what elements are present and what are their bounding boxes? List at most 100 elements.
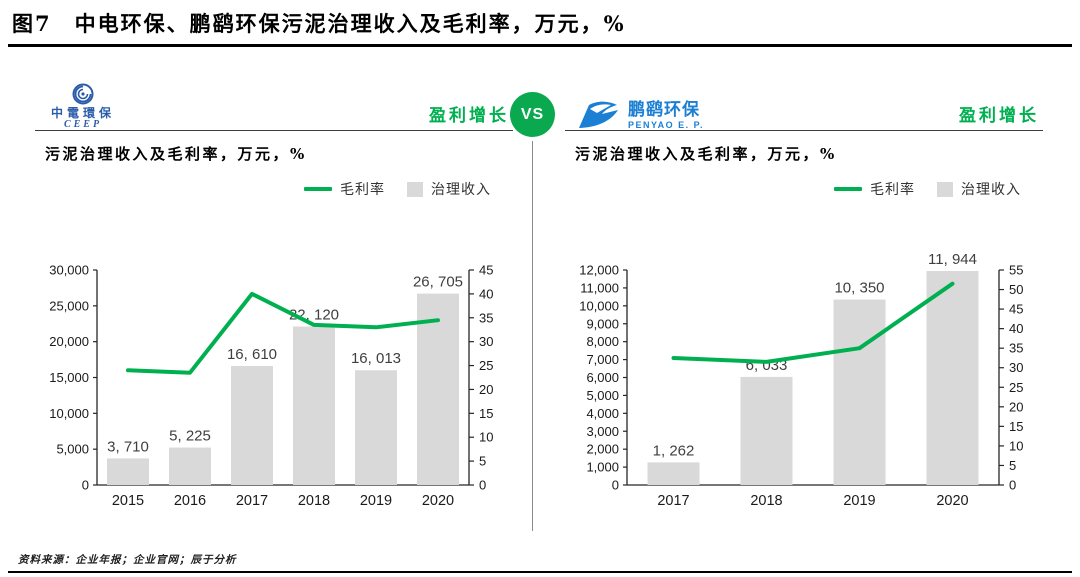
left-axis-tick-label: 5,000 (586, 388, 619, 403)
right-axis-tick-label: 25 (479, 358, 493, 373)
ceep-header-divider (35, 130, 513, 131)
ceep-logo-text: 中電環保 (51, 106, 116, 120)
gross-margin-line (126, 291, 440, 375)
revenue-bar (107, 458, 149, 485)
right-axis-tick-label: 40 (1009, 321, 1023, 336)
right-axis-tick-label: 30 (1009, 360, 1023, 375)
left-axis-tick-label: 10,000 (49, 406, 89, 421)
left-axis-tick-label: 11,000 (580, 280, 619, 295)
ceep-legend-line-label: 毛利率 (340, 182, 385, 198)
right-axis-tick-label: 5 (1009, 458, 1016, 473)
right-axis-tick-label: 45 (479, 263, 493, 278)
penyao-logo-textblock: 鹏鹞环保 PENYAO E. P. (628, 101, 704, 130)
left-axis-tick-label: 12,000 (579, 263, 619, 278)
year-label: 2020 (422, 493, 454, 509)
right-axis-tick-label: 0 (479, 478, 486, 493)
penyao-panel-header: 鹏鹞环保 PENYAO E. P. 盈利增长 (565, 78, 1043, 130)
revenue-bar (293, 326, 335, 485)
penyao-legend: 毛利率 治理收入 (565, 179, 1021, 199)
left-axis-tick-label: 0 (82, 478, 89, 493)
right-axis-tick-label: 10 (1009, 438, 1023, 453)
left-axis-tick-label: 4,000 (586, 406, 619, 421)
year-label: 2017 (657, 493, 689, 509)
year-label: 2017 (236, 493, 268, 509)
ceep-legend: 毛利率 治理收入 (35, 179, 491, 199)
panel-divider (532, 141, 534, 531)
ceep-panel: 中電環保 CEEP 盈利增长 污泥治理收入及毛利率，万元，% 毛利率 治理收入 … (35, 78, 513, 540)
year-label: 2018 (750, 493, 782, 509)
penyao-logo-icon (579, 101, 618, 128)
right-axis-tick-label: 35 (1009, 341, 1023, 356)
year-label: 2020 (936, 493, 968, 509)
ceep-legend-bar-label: 治理收入 (431, 182, 491, 198)
left-axis-tick-label: 2,000 (586, 442, 619, 457)
ceep-logo: 中電環保 CEEP (51, 83, 115, 130)
ceep-chart: 0 5,000 10,000 15,000 20,000 25,000 30,000 0 5 10… (49, 263, 493, 510)
right-axis-tick-label: 30 (479, 334, 493, 349)
revenue-bar (647, 462, 700, 485)
right-axis-tick-label: 55 (1009, 263, 1023, 278)
bottom-divider (8, 571, 1072, 573)
penyao-chart: 0 1,000 2,000 3,000 4,000 5,000 6,000 7,000 8,00… (579, 251, 1023, 509)
right-axis-tick-label: 25 (1009, 380, 1023, 395)
left-axis-tick-label: 15,000 (49, 370, 89, 385)
right-axis-tick-label: 10 (479, 430, 493, 445)
revenue-bar (169, 447, 211, 485)
left-axis-tick-label: 0 (612, 478, 619, 493)
left-axis-tick-label: 6,000 (586, 370, 619, 385)
left-axis-tick-label: 5,000 (56, 442, 89, 457)
title-divider (8, 44, 1072, 47)
year-label: 2019 (843, 493, 875, 509)
bar-value-label: 5, 225 (169, 428, 211, 445)
year-label: 2015 (112, 493, 144, 509)
right-axis-tick-label: 15 (479, 406, 493, 421)
vs-badge: VS (510, 92, 555, 137)
penyao-legend-line-label: 毛利率 (870, 182, 915, 198)
year-label: 2018 (298, 493, 330, 509)
revenue-bar (355, 370, 397, 485)
year-label: 2016 (174, 493, 206, 509)
bar-value-label: 16, 610 (227, 346, 277, 363)
ceep-profit-growth-badge: 盈利增长 (429, 106, 509, 126)
penyao-profit-growth-badge: 盈利增长 (959, 106, 1039, 126)
revenue-bar (740, 376, 793, 485)
bar-legend-swatch-icon (407, 181, 423, 197)
left-axis-tick-label: 10,000 (579, 298, 619, 313)
revenue-bar (833, 299, 886, 485)
left-axis-tick-label: 9,000 (586, 316, 619, 331)
ceep-chart-subtitle: 污泥治理收入及毛利率，万元，% (45, 145, 307, 163)
bar-value-label: 3, 710 (107, 438, 149, 455)
revenue-bar (926, 271, 979, 485)
left-axis-tick-label: 20,000 (49, 334, 89, 349)
left-axis-tick-label: 7,000 (586, 352, 619, 367)
gross-margin-line (671, 281, 955, 364)
right-axis-tick-label: 45 (1009, 302, 1023, 317)
bar-value-label: 16, 013 (351, 350, 401, 367)
penyao-header-divider (565, 130, 1043, 131)
left-axis-tick-label: 25,000 (49, 298, 89, 313)
right-axis-tick-label: 0 (1009, 478, 1016, 493)
figure-title: 图7 中电环保、鹏鹞环保污泥治理收入及毛利率，万元，% (12, 11, 626, 36)
left-axis-tick-label: 3,000 (586, 424, 619, 439)
left-axis-tick-label: 30,000 (49, 263, 89, 278)
left-axis-tick-label: 8,000 (586, 334, 619, 349)
penyao-logo: 鹏鹞环保 PENYAO E. P. (577, 100, 704, 130)
revenue-bar (417, 293, 459, 485)
ceep-panel-header: 中電環保 CEEP 盈利增长 (35, 78, 513, 130)
line-legend-swatch-icon (834, 187, 862, 191)
bar-value-label: 10, 350 (834, 280, 884, 297)
bar-value-label: 26, 705 (413, 274, 463, 291)
right-axis-tick-label: 40 (479, 286, 493, 301)
line-legend-swatch-icon (304, 187, 332, 191)
penyao-panel: 鹏鹞环保 PENYAO E. P. 盈利增长 污泥治理收入及毛利率，万元，% 毛… (565, 78, 1043, 540)
penyao-logo-subtext: PENYAO E. P. (628, 119, 705, 130)
revenue-bar (231, 365, 273, 485)
ceep-logo-icon (72, 83, 94, 105)
right-axis-tick-label: 20 (479, 382, 493, 397)
right-axis-tick-label: 50 (1009, 282, 1023, 297)
right-axis-tick-label: 35 (479, 310, 493, 325)
bar-legend-swatch-icon (937, 181, 953, 197)
source-note: 资料来源：企业年报；企业官网；辰于分析 (18, 555, 237, 566)
bar-value-label: 11, 944 (928, 251, 977, 268)
